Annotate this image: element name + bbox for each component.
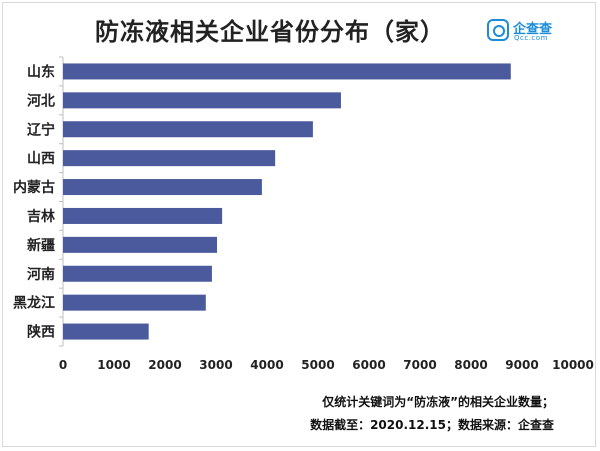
logo-name: 企查查 [513, 22, 553, 37]
y-tick-label: 山西 [27, 151, 55, 167]
y-tick-label: 新疆 [27, 237, 55, 254]
bar-4 [63, 150, 276, 167]
y-tick-label: 山东 [27, 63, 55, 80]
bar-10 [63, 323, 149, 340]
x-tick-label: 0 [59, 358, 67, 372]
y-tick-label: 河北 [27, 92, 55, 109]
x-tick-label: 10000 [552, 358, 594, 372]
footnote-scope: 仅统计关键词为“防冻液”的相关企业数量； [322, 395, 554, 409]
x-tick-label: 1000 [97, 358, 130, 372]
x-tick-label: 7000 [403, 358, 436, 372]
y-tick-label: 吉林 [27, 208, 55, 225]
y-tick-label: 河南 [27, 266, 55, 283]
chart-title: 防冻液相关企业省份分布（家） [95, 18, 445, 46]
x-tick-label: 3000 [199, 358, 232, 372]
qcc-logo-icon [487, 19, 509, 41]
qcc-logo: 企查查 Qcc.com [487, 17, 555, 47]
footnote-source: 数据截至：2020.12.15；数据来源：企查查 [310, 418, 554, 432]
bar-1 [63, 63, 511, 80]
x-tick-label: 8000 [454, 358, 487, 372]
y-tick-label: 辽宁 [27, 121, 55, 138]
x-tick-label: 5000 [301, 358, 334, 372]
logo-domain: Qcc.com [514, 34, 548, 42]
bar-8 [63, 265, 212, 282]
bar-9 [63, 294, 206, 311]
y-tick-label: 内蒙古 [13, 179, 55, 196]
bar-5 [63, 179, 262, 196]
bar-3 [63, 121, 313, 138]
x-tick-label: 2000 [148, 358, 181, 372]
chart-frame [2, 2, 596, 447]
y-tick-label: 黑龙江 [13, 295, 55, 312]
bar-2 [63, 92, 341, 109]
y-tick-label: 陕西 [27, 324, 55, 341]
x-tick-label: 4000 [250, 358, 283, 372]
bar-7 [63, 236, 218, 253]
bar-6 [63, 207, 223, 224]
x-tick-label: 6000 [352, 358, 385, 372]
x-tick-label: 9000 [505, 358, 538, 372]
